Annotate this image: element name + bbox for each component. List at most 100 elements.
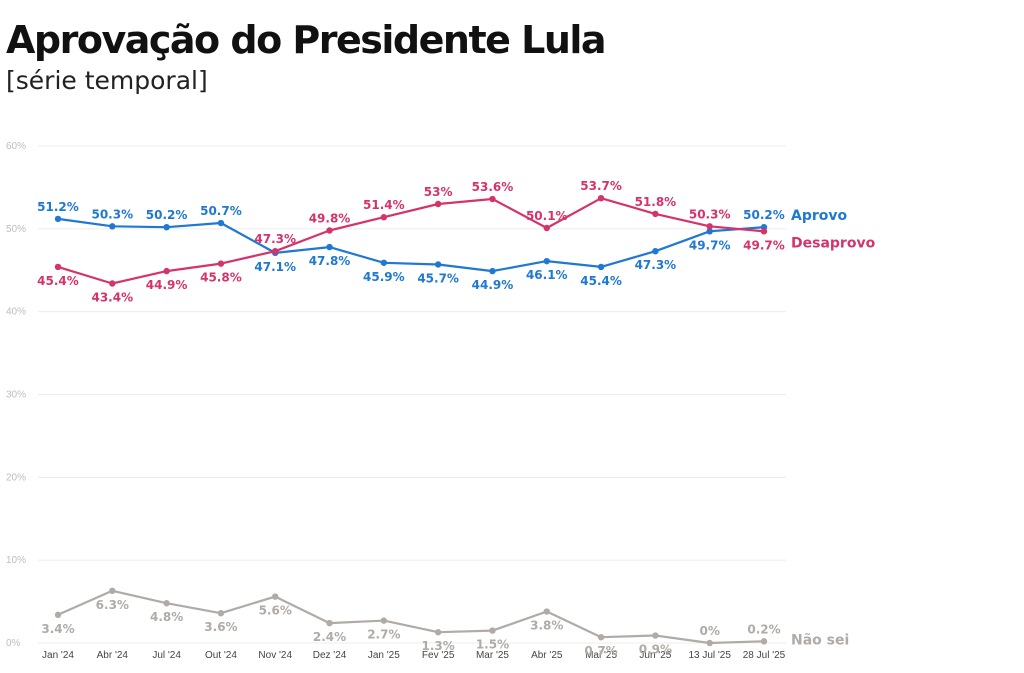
aprovo-point (706, 228, 713, 235)
aprovo-series-label: Aprovo (791, 208, 848, 224)
desaprovo-data-label: 45.4% (37, 274, 79, 288)
desaprovo-point (434, 200, 442, 208)
x-axis: Jan '24 Abr '24 Jul '24 Out '24 Nov '24 Dez '… (42, 650, 786, 661)
x-tick-label: Out '24 (205, 650, 237, 661)
nao-sei-data-label: 2.4% (313, 630, 346, 644)
desaprovo-point (760, 228, 768, 235)
nao-sei-point (434, 629, 442, 636)
y-tick-label: 40% (6, 307, 26, 318)
x-tick-label: 28 Jul '25 (743, 650, 786, 661)
desaprovo-point (543, 224, 550, 232)
aprovo-point (597, 263, 605, 271)
x-tick-label: Fev '25 (422, 650, 455, 661)
aprovo-data-label: 45.9% (363, 270, 405, 284)
nao-sei-point (543, 608, 550, 615)
desaprovo-line (57, 197, 765, 285)
nao-sei-data-label: 3.8% (530, 619, 563, 633)
aprovo-data-label: 50.7% (200, 204, 242, 218)
y-axis: 0% 10% 20% 30% 40% 50% 60% (6, 141, 26, 649)
aprovo-data-label: 47.1% (254, 260, 296, 274)
desaprovo-point (597, 194, 605, 202)
desaprovo-data-label: 50.1% (526, 209, 568, 223)
nao-sei-point (652, 632, 659, 639)
aprovo-data-label: 45.4% (580, 274, 622, 288)
nao-sei-data-label: 2.7% (367, 628, 400, 642)
desaprovo-data-label: 50.3% (689, 207, 731, 221)
nao-sei-point (760, 638, 768, 645)
aprovo-point (489, 267, 496, 275)
x-tick-label: Dez '24 (313, 650, 347, 661)
aprovo-point (109, 223, 116, 230)
desaprovo-point (217, 260, 225, 267)
aprovo-data-label: 46.1% (526, 268, 568, 282)
aprovo-point (217, 219, 225, 227)
desaprovo-data-label: 53.6% (472, 180, 514, 194)
x-tick-label: Nov '24 (258, 650, 292, 661)
aprovo-data-label: 50.3% (91, 207, 133, 221)
series-group: 51.2% 50.3% 50.2% 50.7% 47.1% 47.8% 45.9% 45.7%… (37, 179, 875, 658)
y-tick-label: 30% (6, 390, 26, 401)
x-tick-label: 13 Jul '25 (688, 650, 731, 661)
nao-sei-line (57, 589, 765, 645)
desaprovo-point (380, 214, 388, 221)
nao-sei-data-label: 0.9% (639, 643, 672, 657)
desaprovo-data-label: 43.4% (91, 291, 133, 305)
desaprovo-point (652, 210, 659, 218)
aprovo-data-label: 47.8% (309, 254, 351, 268)
aprovo-point (652, 247, 659, 255)
nao-sei-point (272, 593, 279, 600)
grid (38, 145, 786, 644)
desaprovo-series-label: Desaprovo (791, 235, 876, 251)
x-tick-label: Mar '25 (476, 650, 509, 661)
x-tick-label: Jul '24 (152, 650, 181, 661)
aprovo-data-label: 49.7% (689, 238, 731, 252)
nao-sei-data-label: 6.3% (96, 598, 129, 612)
desaprovo-data-label: 53% (424, 185, 453, 199)
desaprovo-data-label: 51.8% (635, 195, 677, 209)
nao-sei-series-label: Não sei (791, 632, 849, 648)
desaprovo-data-label: 49.8% (309, 211, 351, 225)
nao-sei-data-label: 0.7% (584, 644, 617, 658)
aprovo-point (380, 259, 388, 266)
y-tick-label: 0% (6, 638, 21, 649)
desaprovo-point (163, 267, 170, 275)
y-tick-label: 10% (6, 555, 26, 566)
series-desaprovo: 45.4% 43.4% 44.9% 45.8% 47.3% 49.8% 51.4% 53% 53… (37, 179, 875, 304)
nao-sei-data-label: 3.4% (41, 622, 74, 636)
nao-sei-point (217, 609, 225, 617)
nao-sei-data-label: 3.6% (204, 620, 237, 634)
nao-sei-data-label: 1.3% (422, 639, 455, 653)
aprovo-point (326, 243, 333, 251)
aprovo-point (163, 223, 170, 231)
desaprovo-data-label: 53.7% (580, 179, 622, 193)
nao-sei-point (109, 587, 116, 595)
aprovo-data-label: 51.2% (37, 200, 79, 214)
desaprovo-data-label: 45.8% (200, 271, 242, 285)
aprovo-data-label: 50.2% (146, 208, 188, 222)
nao-sei-data-label: 1.5% (476, 638, 509, 652)
aprovo-point (543, 257, 550, 265)
desaprovo-data-label: 51.4% (363, 198, 405, 212)
desaprovo-data-label: 44.9% (146, 278, 188, 292)
nao-sei-point (597, 634, 605, 641)
aprovo-point (54, 215, 62, 223)
nao-sei-point (54, 611, 62, 619)
nao-sei-point (706, 639, 713, 647)
chart-subtitle: [série temporal] (6, 66, 208, 95)
nao-sei-data-label: 4.8% (150, 610, 183, 624)
x-tick-label: Jan '25 (368, 650, 400, 661)
x-tick-label: Jan '24 (42, 650, 74, 661)
desaprovo-data-label: 47.3% (254, 232, 296, 246)
x-tick-label: Jun '25 (639, 650, 671, 661)
aprovo-line (57, 217, 765, 273)
chart-title: Aprovação do Presidente Lula (6, 18, 607, 62)
nao-sei-point (163, 600, 170, 607)
y-tick-label: 60% (6, 141, 26, 152)
nao-sei-data-label: 5.6% (259, 604, 292, 618)
aprovo-point (434, 261, 442, 268)
x-tick-label: Abr '24 (97, 650, 129, 661)
y-tick-label: 50% (6, 224, 26, 235)
aprovo-data-label: 47.3% (635, 258, 677, 272)
desaprovo-point (706, 223, 713, 230)
